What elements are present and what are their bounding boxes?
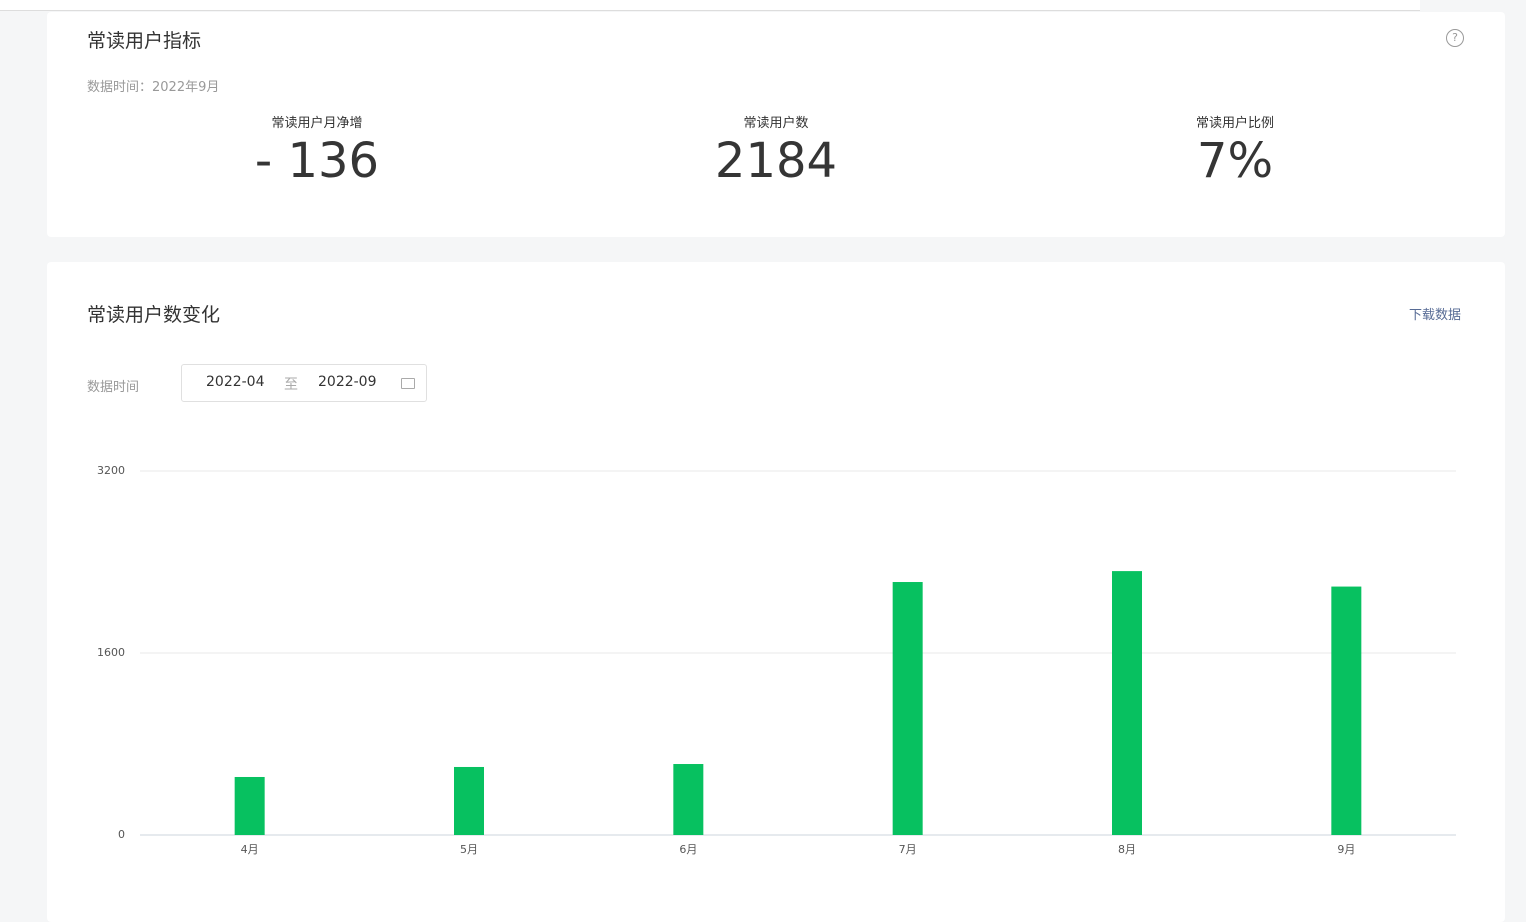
metric: 常读用户比例 7% [1035, 112, 1435, 189]
metric-label: 常读用户月净增 [271, 116, 363, 131]
summary-card: 常读用户指标 ? 数据时间：2022年9月 常读用户月净增 - 136 常读用户… [47, 12, 1505, 237]
start-date: 2022-04 [206, 374, 265, 390]
bar [1112, 571, 1142, 835]
x-tick-label: 8月 [1118, 843, 1136, 856]
metric-value: - 136 [254, 133, 380, 189]
metric-value: 7% [1196, 133, 1274, 189]
bar [892, 582, 923, 835]
data-time: 数据时间：2022年9月 [87, 80, 220, 95]
date-range-picker[interactable]: 2022-04 至 2022-09 [181, 364, 427, 402]
metric-value: 2184 [714, 133, 838, 189]
metric-label: 常读用户比例 [1195, 116, 1274, 131]
x-tick-label: 7月 [899, 843, 917, 856]
help-icon[interactable]: ? [1446, 29, 1464, 47]
metric: 常读用户月净增 - 136 [117, 112, 517, 189]
bar [234, 776, 265, 835]
bar [454, 766, 484, 835]
metric: 常读用户数 2184 [576, 112, 976, 189]
x-tick-label: 9月 [1337, 843, 1355, 856]
bar [1331, 586, 1362, 835]
card-title: 常读用户数变化 [87, 304, 221, 326]
y-tick-label: 3200 [97, 464, 125, 477]
address-bar [0, 0, 1420, 11]
x-tick-label: 5月 [460, 843, 478, 856]
trend-card: 常读用户数变化 下载数据 数据时间 2022-04 至 2022-09 [47, 262, 1505, 922]
y-tick-label: 1600 [97, 646, 125, 659]
y-tick-label: 0 [118, 828, 125, 841]
x-tick-label: 6月 [679, 843, 697, 856]
calendar-icon [401, 378, 415, 389]
metric-label: 常读用户数 [743, 116, 809, 131]
download-link[interactable]: 下载数据 [1409, 308, 1462, 323]
end-date: 2022-09 [318, 374, 377, 390]
x-tick-label: 4月 [241, 843, 259, 856]
bar [673, 764, 704, 835]
filter-label: 数据时间 [87, 380, 140, 395]
card-title: 常读用户指标 [87, 30, 202, 52]
separator: 至 [284, 377, 298, 393]
